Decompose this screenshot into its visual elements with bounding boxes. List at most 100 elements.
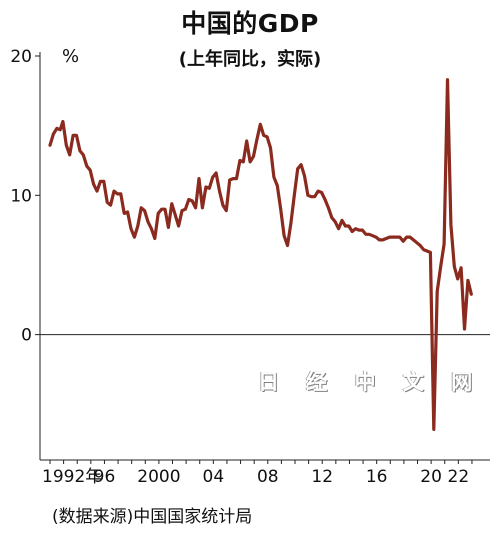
data-point	[341, 219, 343, 221]
data-point	[130, 228, 132, 230]
data-point	[293, 194, 295, 196]
data-point	[69, 154, 71, 156]
data-point	[399, 236, 401, 238]
data-point	[317, 190, 319, 192]
data-point	[331, 217, 333, 219]
data-point	[467, 279, 469, 281]
x-tick-label-1996: 96	[94, 467, 116, 487]
data-point	[259, 123, 261, 125]
data-point	[351, 230, 353, 233]
data-point	[321, 191, 323, 194]
data-point	[372, 235, 374, 237]
data-point	[222, 204, 224, 206]
data-point	[416, 242, 418, 244]
data-point	[89, 169, 91, 171]
data-point	[123, 212, 125, 214]
data-point	[344, 225, 346, 227]
data-point	[82, 154, 84, 156]
data-point	[56, 127, 58, 129]
data-point	[161, 208, 163, 210]
data-point	[208, 187, 210, 189]
data-point	[239, 159, 241, 162]
data-point	[457, 278, 459, 280]
data-point	[127, 211, 129, 213]
data-point	[235, 178, 238, 180]
data-point	[303, 175, 306, 177]
data-point	[154, 237, 156, 240]
data-point	[266, 136, 268, 138]
data-point	[110, 204, 112, 206]
data-point	[252, 155, 255, 157]
data-point	[191, 200, 193, 202]
data-point	[297, 168, 299, 170]
data-point	[225, 210, 227, 212]
data-point	[440, 265, 442, 267]
data-point	[348, 225, 350, 227]
data-point	[307, 194, 309, 196]
y-tick-label-10: 10	[10, 186, 32, 206]
data-point	[256, 139, 258, 141]
data-point	[72, 134, 74, 136]
data-point	[338, 228, 340, 230]
data-point	[378, 239, 380, 241]
data-point	[314, 196, 316, 198]
data-point	[157, 212, 159, 214]
data-point	[423, 249, 425, 251]
data-point	[361, 229, 363, 231]
x-tick-label-2012: 12	[311, 467, 333, 487]
data-point	[65, 144, 67, 146]
data-point	[368, 233, 370, 235]
x-tick-label-2004: 04	[203, 467, 225, 487]
data-point	[133, 236, 135, 238]
data-point	[412, 239, 414, 241]
data-point	[453, 265, 455, 267]
data-point	[365, 233, 367, 235]
data-point	[419, 244, 421, 247]
data-point	[49, 144, 51, 146]
data-point	[198, 178, 200, 180]
data-point	[150, 228, 152, 230]
data-point	[290, 222, 292, 224]
data-point	[205, 186, 207, 188]
data-point	[242, 161, 244, 163]
data-point	[195, 207, 197, 209]
data-point	[409, 236, 411, 238]
data-point	[181, 210, 183, 212]
data-point	[116, 193, 118, 195]
data-point	[426, 250, 428, 252]
data-point	[460, 267, 462, 269]
data-point	[86, 165, 88, 167]
data-point	[218, 190, 221, 192]
data-point	[232, 178, 234, 180]
data-point	[436, 290, 438, 292]
data-point	[355, 228, 357, 230]
x-tick-label-2022: 22	[448, 467, 470, 487]
data-point	[93, 183, 95, 185]
y-unit-label: %	[62, 46, 79, 67]
data-point	[229, 179, 231, 181]
data-point	[212, 176, 214, 178]
data-point	[140, 207, 142, 209]
data-point	[188, 198, 190, 201]
data-point	[450, 224, 452, 226]
data-point	[164, 208, 166, 210]
data-point	[106, 201, 108, 203]
data-point	[174, 214, 176, 216]
data-point	[120, 193, 122, 195]
data-point	[327, 207, 329, 209]
data-point	[137, 225, 139, 227]
chart-subtitle: (上年同比，实际)	[178, 49, 322, 70]
data-point	[269, 147, 272, 149]
data-point	[276, 185, 278, 187]
data-point	[375, 236, 377, 238]
data-point	[382, 239, 384, 241]
data-point	[463, 328, 466, 330]
data-point	[103, 180, 105, 182]
data-point	[147, 221, 149, 223]
data-point	[263, 134, 265, 136]
data-point	[433, 428, 435, 430]
data-point	[429, 251, 431, 253]
data-point	[59, 129, 61, 131]
data-point	[144, 210, 146, 212]
chart-title: 中国的GDP	[181, 9, 319, 38]
